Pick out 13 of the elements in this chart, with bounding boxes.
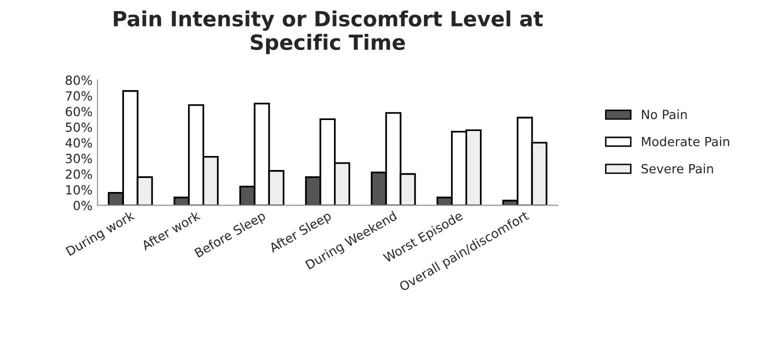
y-tick-label: 30%: [66, 154, 92, 164]
y-tick-label: 40%: [65, 138, 92, 148]
chart-title: Pain Intensity or Discomfort Level at Specific Time: [114, 10, 543, 54]
legend-label: Severe Pain: [642, 164, 713, 174]
y-tick-label: 70%: [66, 91, 92, 101]
y-tick-label: 60%: [66, 106, 92, 116]
y-tick-label: 20%: [66, 169, 92, 179]
y-tick-label: 80%: [66, 76, 92, 85]
y-tick-label: 10%: [66, 185, 92, 195]
legend-label: Moderate Pain: [642, 136, 730, 146]
y-tick-label: 0%: [74, 200, 92, 210]
y-tick-label: 50%: [66, 122, 92, 132]
legend-label: No Pain: [642, 110, 687, 120]
